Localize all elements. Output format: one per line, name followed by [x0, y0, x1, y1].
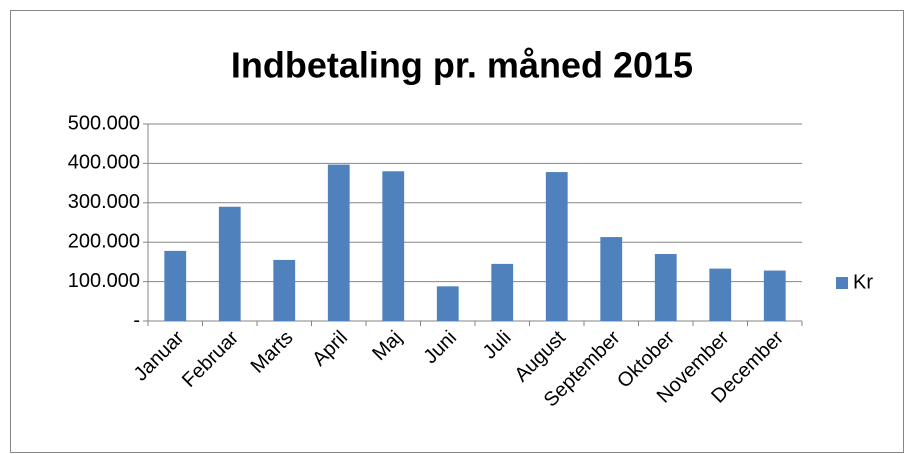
y-tick-label: 100.000 — [68, 270, 140, 292]
y-tick-label: - — [133, 309, 140, 331]
bar — [382, 171, 405, 321]
bar — [654, 254, 677, 321]
bar — [545, 172, 568, 321]
y-tick-label: 500.000 — [68, 112, 140, 134]
bar — [763, 270, 786, 321]
legend-label: Kr — [853, 271, 873, 293]
chart-frame — [10, 10, 904, 453]
legend-swatch — [836, 277, 848, 289]
y-tick-label: 300.000 — [68, 191, 140, 213]
bar — [218, 206, 241, 321]
bar — [709, 268, 732, 321]
bar — [600, 237, 623, 321]
y-tick-label: 200.000 — [68, 230, 140, 252]
chart-title: Indbetaling pr. måned 2015 — [231, 45, 693, 86]
bar — [436, 286, 459, 321]
bar — [491, 263, 514, 321]
bar — [164, 250, 187, 321]
bar — [327, 164, 350, 321]
y-tick-label: 400.000 — [68, 152, 140, 174]
bar — [273, 259, 296, 321]
